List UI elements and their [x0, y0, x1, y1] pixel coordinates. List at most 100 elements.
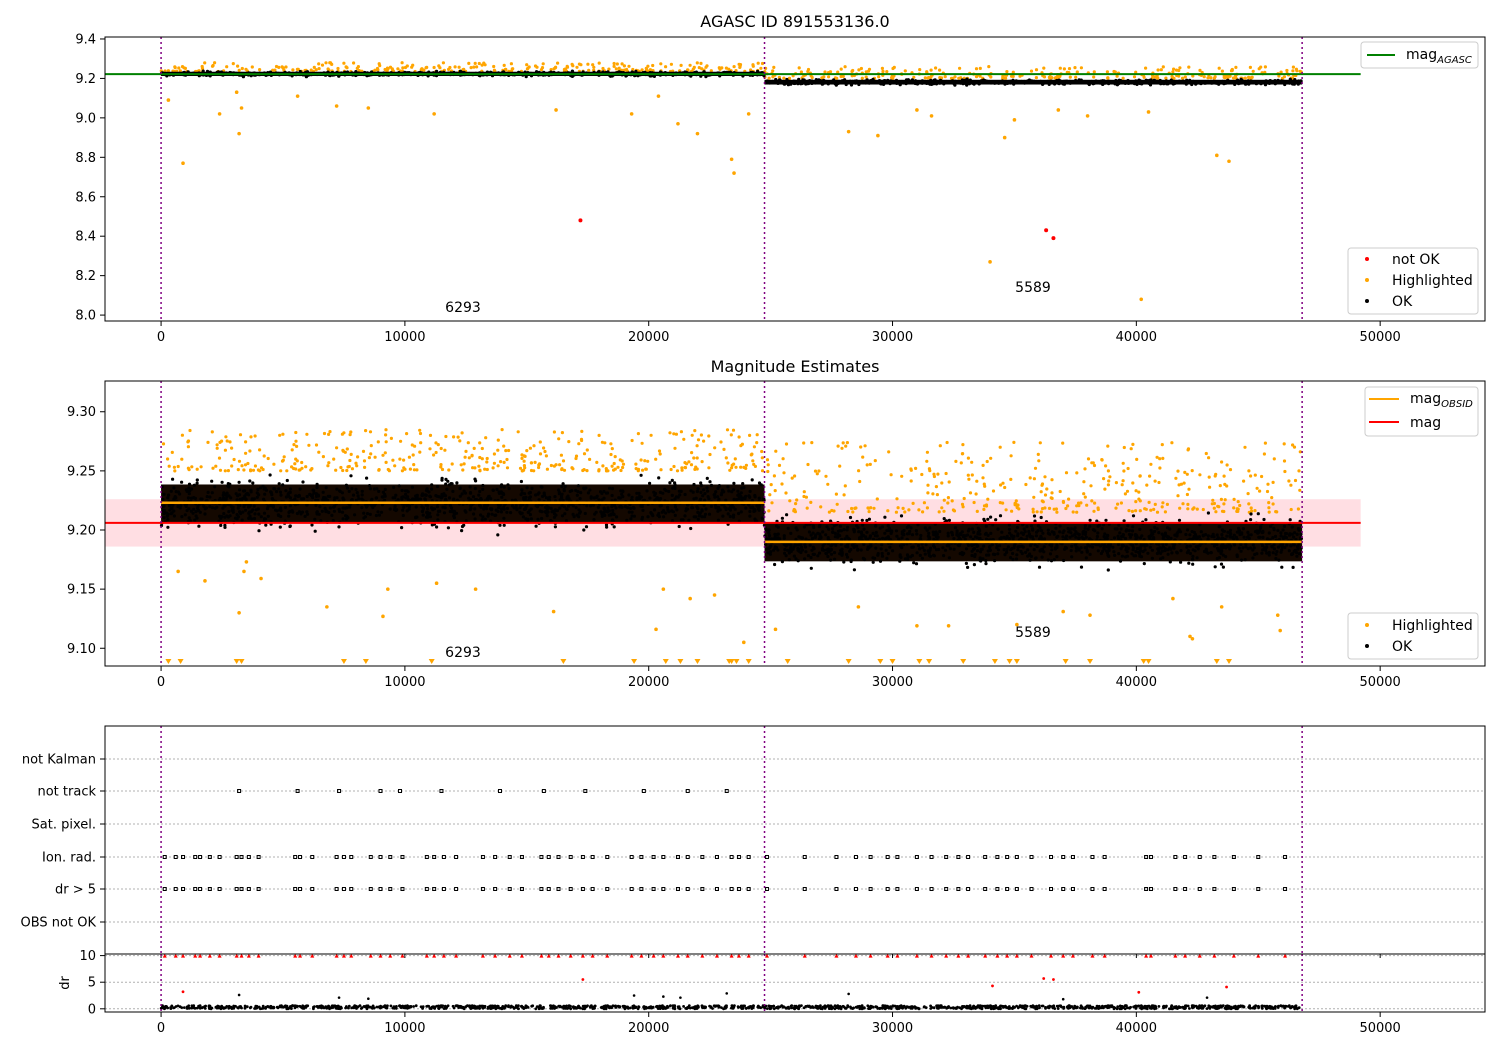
highlighted-point [461, 68, 465, 72]
ok-point [605, 525, 609, 529]
highlighted-point [987, 65, 991, 69]
ok-point [1147, 81, 1151, 85]
ok-point [927, 80, 931, 84]
ok-point [1234, 80, 1238, 84]
highlighted-point [585, 448, 589, 452]
ok-point [723, 505, 727, 509]
ok-point [254, 508, 258, 512]
highlighted-point [327, 432, 331, 436]
highlighted-point [813, 469, 818, 473]
highlighted-point [510, 67, 514, 71]
highlighted-point [1255, 486, 1259, 490]
highlighted-point [362, 459, 367, 463]
ok-point [804, 550, 808, 554]
ok-point [938, 78, 943, 82]
ok-point [172, 509, 176, 513]
highlighted-point [947, 480, 951, 484]
ok-point [713, 492, 717, 496]
highlighted-point [239, 106, 244, 110]
highlighted-point [925, 459, 929, 463]
ok-point [184, 488, 188, 492]
highlighted-point [364, 429, 368, 433]
ok-point [1134, 537, 1138, 541]
ok-point [943, 548, 948, 552]
ok-point [1280, 565, 1284, 569]
ok-point [1049, 559, 1054, 563]
highlighted-point [841, 74, 845, 78]
ok-point [1091, 545, 1095, 549]
ok-point [1114, 78, 1118, 83]
highlighted-point [552, 464, 557, 468]
ok-point [1269, 524, 1273, 529]
ok-point [440, 478, 444, 482]
ok-point [166, 518, 170, 522]
highlighted-point [1186, 502, 1190, 506]
ok-point [852, 568, 857, 572]
highlighted-point [1211, 498, 1215, 502]
highlighted-point [981, 463, 985, 467]
highlighted-point [1293, 478, 1298, 483]
ok-point [1260, 551, 1264, 555]
highlighted-point [1121, 461, 1125, 465]
ok-point [570, 489, 574, 493]
ok-point [491, 488, 495, 492]
highlighted-point [258, 68, 262, 72]
highlighted-point [1271, 502, 1275, 506]
highlighted-point [675, 469, 680, 473]
highlighted-point [1223, 498, 1227, 502]
highlighted-point [561, 459, 566, 463]
ok-point [166, 525, 170, 529]
highlighted-point [251, 468, 256, 472]
ok-point [203, 512, 207, 516]
ok-point [474, 498, 479, 502]
ok-point [744, 494, 748, 498]
highlighted-point [1082, 480, 1086, 484]
ok-point [534, 504, 538, 508]
ok-point [1058, 524, 1062, 528]
highlighted-point [1227, 159, 1231, 164]
ok-point [876, 552, 880, 556]
ok-point [699, 481, 703, 485]
highlighted-point [403, 65, 408, 70]
highlighted-point [236, 468, 240, 472]
x-tick-label: 40000 [1116, 330, 1157, 345]
ok-point [1190, 530, 1194, 534]
highlighted-point [729, 433, 733, 437]
highlighted-point [478, 441, 482, 445]
highlighted-point [249, 468, 253, 472]
ok-point [1206, 511, 1210, 515]
ok-point [1050, 80, 1054, 84]
highlighted-point [400, 469, 404, 473]
highlighted-point [809, 500, 813, 504]
ok-point [953, 79, 958, 83]
ok-point [367, 484, 372, 488]
highlighted-point [542, 446, 546, 450]
ok-point [350, 498, 354, 502]
highlighted-point [295, 94, 300, 98]
highlighted-point [1056, 108, 1061, 112]
ok-point [162, 492, 166, 496]
ok-point [1152, 78, 1156, 82]
ok-point [970, 527, 975, 531]
ok-point [1101, 82, 1105, 86]
ok-point [365, 511, 370, 516]
highlighted-point [1204, 451, 1208, 456]
ok-point [721, 514, 725, 518]
ok-point [278, 490, 283, 494]
ok-point [639, 504, 643, 508]
ok-point [860, 79, 864, 83]
highlighted-point [356, 65, 360, 69]
ok-point [757, 481, 762, 485]
highlighted-point [402, 458, 406, 462]
ok-point [314, 503, 318, 507]
highlighted-point [180, 433, 184, 437]
highlighted-point [1272, 457, 1276, 461]
highlighted-point [615, 62, 619, 66]
ok-point [697, 514, 701, 518]
highlighted-point [1085, 503, 1089, 507]
ok-point [360, 506, 364, 510]
ok-point [782, 542, 786, 546]
ok-point [789, 531, 793, 536]
highlighted-point [456, 435, 460, 439]
highlighted-point [249, 435, 253, 439]
